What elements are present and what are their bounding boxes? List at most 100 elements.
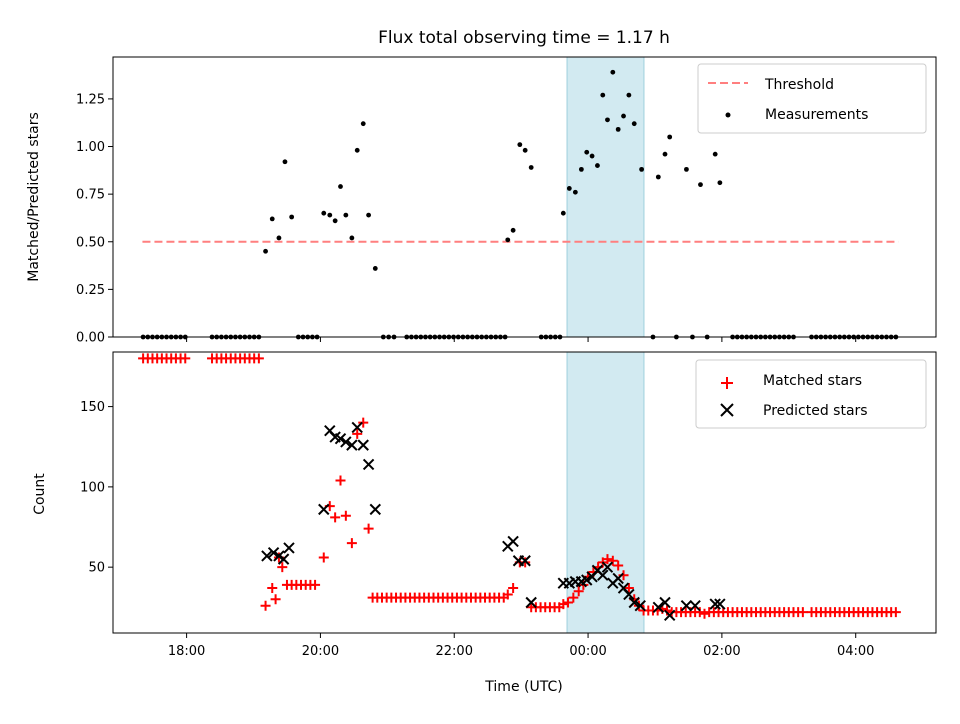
measurement-point xyxy=(655,174,661,180)
legend-predicted-label: Predicted stars xyxy=(763,403,868,419)
matched-star-point xyxy=(346,538,357,549)
predicted-star-point xyxy=(680,599,693,612)
measurement-point xyxy=(578,166,584,172)
measurement-point xyxy=(269,216,275,222)
top-y-tick-label: 0.00 xyxy=(76,331,105,346)
predicted-star-point xyxy=(709,598,721,610)
matched-star-point xyxy=(607,555,618,566)
top-highlight-span xyxy=(566,56,645,338)
measurement-point xyxy=(621,113,626,119)
legend-matched-swatch xyxy=(721,377,733,389)
predicted-star-point xyxy=(652,601,665,614)
measurement-point xyxy=(712,151,718,157)
predicted-star-point xyxy=(634,599,646,612)
legend-matched-label: Matched stars xyxy=(763,373,862,389)
predicted-star-point xyxy=(689,599,701,612)
predicted-star-point xyxy=(362,458,375,471)
measurement-point xyxy=(505,237,511,243)
predicted-star-point xyxy=(612,572,624,585)
matched-star-point xyxy=(797,607,808,618)
predicted-star-point xyxy=(346,439,358,451)
predicted-star-point xyxy=(283,542,295,554)
top-y-ticks: 0.00 0.25 0.50 0.75 1.00 1.25 xyxy=(76,92,113,346)
predicted-series xyxy=(261,421,726,622)
measurement-point xyxy=(698,182,703,188)
matched-star-point xyxy=(253,353,264,364)
x-tick-label: 20:00 xyxy=(302,644,339,659)
legend-measurements-label: Measurements xyxy=(765,107,868,123)
predicted-star-point xyxy=(277,553,290,565)
matched-star-point xyxy=(613,560,624,571)
matched-star-point xyxy=(310,579,321,590)
bottom-x-ticks: 18:00 20:00 22:00 00:00 02:00 04:00 xyxy=(168,633,874,659)
matched-star-point xyxy=(180,353,191,364)
predicted-star-point xyxy=(663,609,676,622)
measurement-point xyxy=(263,248,268,254)
x-tick-label: 00:00 xyxy=(569,644,606,659)
x-tick-label: 18:00 xyxy=(168,644,205,659)
bottom-legend: Matched stars Predicted stars xyxy=(695,359,927,429)
measurement-point xyxy=(372,266,378,271)
top-y-tick-label: 1.25 xyxy=(76,92,105,107)
matched-star-point xyxy=(520,557,531,568)
matched-star-point xyxy=(562,597,573,608)
measurement-point xyxy=(566,186,572,191)
matched-star-point xyxy=(335,475,346,486)
bottom-y-ticks: 50 100 150 xyxy=(80,400,113,576)
predicted-star-point xyxy=(597,569,609,581)
measurement-point xyxy=(354,147,360,153)
x-tick-label: 04:00 xyxy=(837,644,874,659)
measurement-point xyxy=(560,210,566,216)
measurement-point xyxy=(589,153,595,159)
matched-star-point xyxy=(267,583,278,594)
matched-star-point xyxy=(340,510,351,521)
measurement-point xyxy=(332,218,338,224)
measurement-point xyxy=(572,189,578,195)
predicted-star-point xyxy=(628,596,640,609)
x-tick-label: 22:00 xyxy=(436,644,473,659)
predicted-star-point xyxy=(507,535,519,548)
predicted-star-point xyxy=(519,555,531,567)
predicted-star-point xyxy=(623,588,635,601)
measurement-point xyxy=(349,235,355,241)
predicted-star-point xyxy=(340,436,352,448)
top-y-tick-label: 0.25 xyxy=(76,283,105,298)
matched-star-point xyxy=(573,586,584,597)
predicted-star-point xyxy=(318,503,330,516)
measurement-point xyxy=(360,121,366,127)
matched-star-point xyxy=(558,599,569,610)
matched-star-point xyxy=(358,417,369,428)
measurement-point xyxy=(684,166,689,172)
measurement-point xyxy=(584,149,590,155)
matched-star-point xyxy=(623,583,634,594)
predicted-star-point xyxy=(714,598,726,610)
top-x-ticks xyxy=(186,337,857,342)
predicted-star-point xyxy=(369,503,381,516)
top-y-tick-label: 0.75 xyxy=(76,188,105,203)
predicted-star-point xyxy=(659,596,671,609)
top-y-tick-label: 1.00 xyxy=(76,140,105,155)
bottom-y-axis-label: Count xyxy=(32,473,48,515)
matched-star-point xyxy=(694,607,705,618)
predicted-star-point xyxy=(261,550,273,562)
measurement-point xyxy=(276,235,282,241)
matched-star-point xyxy=(502,589,513,600)
x-tick-label: 02:00 xyxy=(703,644,740,659)
predicted-star-point xyxy=(267,547,280,559)
matched-star-point xyxy=(352,428,363,439)
matched-star-point xyxy=(270,594,281,605)
predicted-star-point xyxy=(351,421,363,434)
measurement-point xyxy=(610,69,616,75)
matched-star-point xyxy=(699,608,710,619)
legend-predicted-swatch xyxy=(720,403,734,417)
measurement-point xyxy=(595,163,600,168)
predicted-star-point xyxy=(581,574,593,586)
legend-threshold-label: Threshold xyxy=(764,77,834,93)
bottom-y-tick-label: 100 xyxy=(80,480,105,495)
measurement-point xyxy=(639,166,644,172)
matched-star-point xyxy=(260,600,271,611)
measurement-point xyxy=(517,142,523,148)
matched-star-point xyxy=(602,554,613,565)
